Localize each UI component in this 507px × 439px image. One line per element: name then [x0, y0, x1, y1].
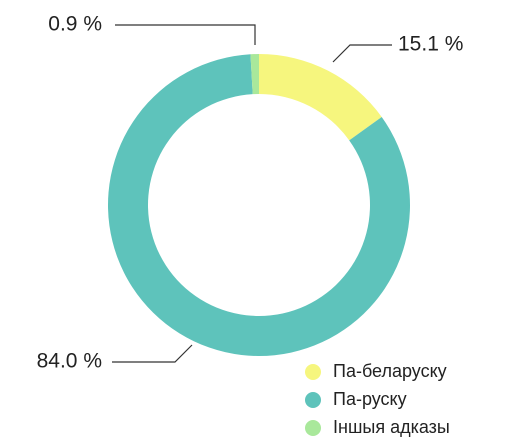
- legend-marker: [305, 420, 321, 436]
- slice: [250, 54, 259, 95]
- leader-line: [112, 344, 193, 363]
- legend-label: Па-руску: [333, 389, 407, 409]
- legend-label: Іншыя адказы: [333, 417, 450, 437]
- slice-label: 84.0 %: [37, 350, 102, 373]
- legend-marker: [305, 392, 321, 408]
- slice: [259, 54, 382, 141]
- legend-label: Па-беларуску: [333, 361, 447, 381]
- slice-label: 15.1 %: [398, 33, 463, 56]
- slice-label: 0.9 %: [48, 13, 102, 36]
- leader-line: [332, 44, 392, 63]
- legend-marker: [305, 364, 321, 380]
- leader-line: [115, 24, 256, 45]
